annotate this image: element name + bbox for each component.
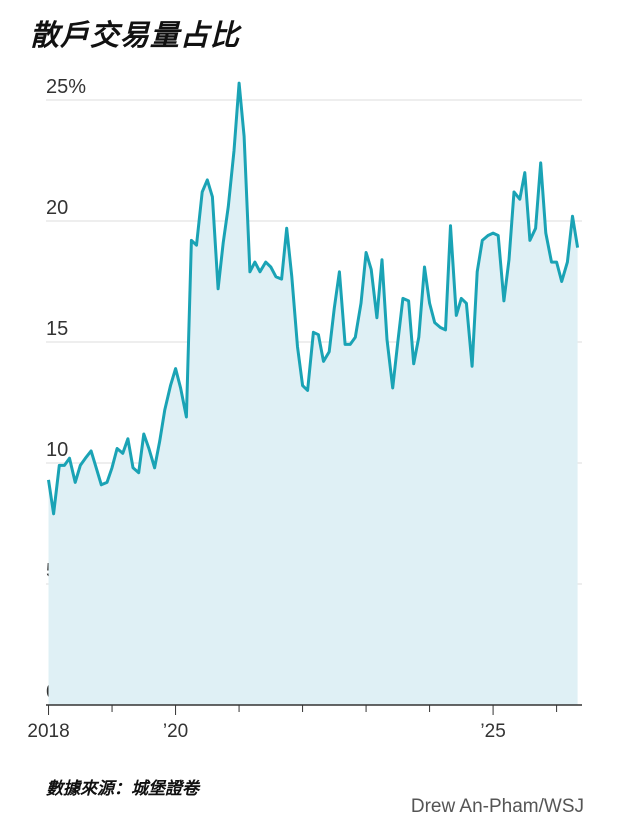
x-tick-label: ’20 [163, 721, 188, 742]
y-tick-label: 15 [46, 318, 68, 340]
series-line [47, 81, 580, 516]
y-tick-label: 25% [46, 76, 86, 98]
y-tick-label: 20 [46, 197, 68, 219]
y-tick-label: 10 [46, 439, 68, 461]
x-tick-label: 2018 [27, 721, 69, 742]
x-tick-label: ’25 [480, 721, 505, 742]
chart-title: 散戶交易量占比 [30, 18, 241, 52]
chart-credit: Drew An-Pham/WSJ [410, 796, 584, 817]
series-area [48, 83, 578, 706]
data-source: 數據來源：城堡證卷 [46, 779, 199, 799]
